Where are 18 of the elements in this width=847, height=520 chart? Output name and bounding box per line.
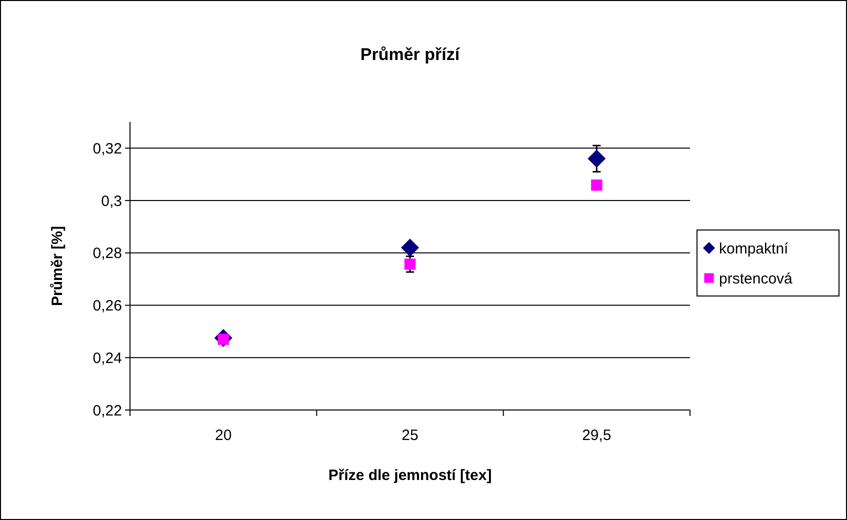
chart-title: Průměr přízí	[360, 45, 461, 64]
y-tick-label: 0,22	[92, 402, 122, 420]
y-tick-label: 0,28	[92, 245, 122, 262]
y-tick-label: 0,26	[92, 298, 122, 315]
y-tick-label: 0,3	[101, 192, 122, 210]
legend-label: kompaktní	[719, 240, 790, 258]
x-tick-label: 20	[214, 427, 232, 444]
y-axis-title: Průměr [%]	[49, 226, 66, 306]
point	[404, 258, 416, 270]
x-tick-label: 29,5	[582, 427, 612, 444]
point	[401, 238, 419, 257]
legend-label: prstencová	[719, 270, 794, 288]
x-tick-label: 25	[402, 427, 418, 444]
x-axis-title: Příze dle jemností [tex]	[328, 467, 492, 484]
y-tick-label: 0,32	[92, 140, 122, 158]
y-tick-label: 0,24	[92, 350, 122, 367]
point	[591, 180, 602, 191]
point	[588, 150, 606, 168]
